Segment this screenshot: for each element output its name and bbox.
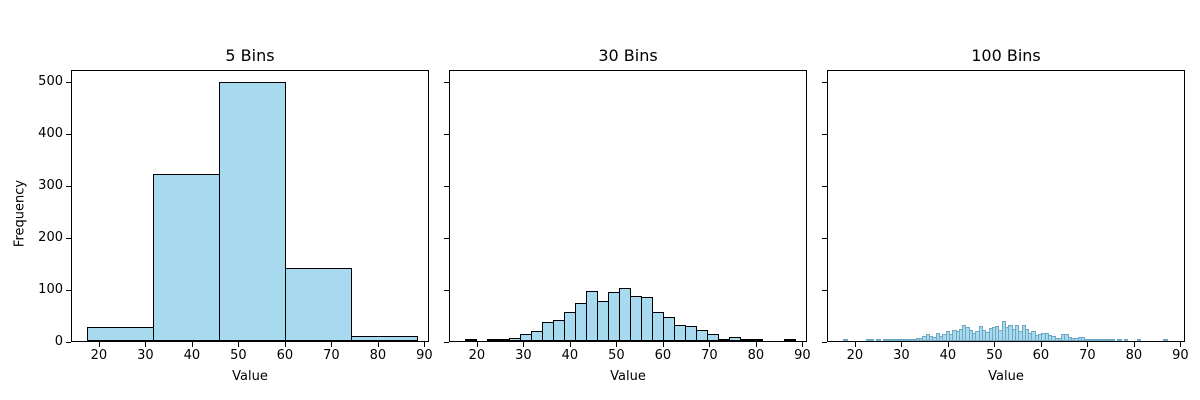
histogram-bar bbox=[869, 339, 874, 341]
x-tick-label: 50 bbox=[230, 348, 247, 363]
y-tick-label: 300 bbox=[38, 177, 63, 193]
chart-title: 5 Bins bbox=[225, 46, 275, 65]
y-tick bbox=[822, 342, 827, 343]
y-tick-label: 500 bbox=[38, 73, 63, 89]
x-tick-label: 60 bbox=[1032, 348, 1050, 363]
y-tick bbox=[66, 342, 71, 343]
plot-area bbox=[827, 70, 1185, 342]
x-axis-label: Value bbox=[610, 369, 646, 384]
x-tick-label: 80 bbox=[747, 348, 765, 363]
y-tick bbox=[444, 289, 449, 291]
x-tick-label: 30 bbox=[515, 348, 532, 363]
x-tick bbox=[1180, 342, 1182, 347]
histogram-bar bbox=[843, 339, 848, 341]
x-tick-label: 40 bbox=[939, 348, 957, 363]
x-tick bbox=[331, 342, 333, 347]
histogram-bar bbox=[1123, 339, 1129, 341]
histogram-bar bbox=[876, 339, 881, 341]
histogram-bar bbox=[784, 339, 797, 341]
y-tick-label: 400 bbox=[38, 125, 63, 141]
x-tick-label: 60 bbox=[654, 348, 672, 363]
y-tick bbox=[822, 133, 827, 135]
x-tick bbox=[424, 342, 426, 347]
histogram-bar bbox=[87, 327, 155, 341]
chart-title: 30 Bins bbox=[598, 46, 658, 65]
x-tick-label: 50 bbox=[608, 348, 625, 363]
x-tick-label: 80 bbox=[1125, 348, 1143, 363]
x-tick-label: 60 bbox=[276, 348, 294, 363]
x-tick-label: 30 bbox=[137, 348, 154, 363]
x-tick-label: 70 bbox=[701, 348, 718, 363]
x-tick-label: 30 bbox=[893, 348, 910, 363]
histogram-bar bbox=[219, 82, 287, 341]
histogram-bar bbox=[1137, 339, 1142, 341]
x-tick bbox=[476, 342, 478, 347]
x-tick bbox=[802, 342, 804, 347]
x-tick-label: 80 bbox=[369, 348, 387, 363]
plot-area bbox=[71, 70, 429, 342]
x-tick-label: 20 bbox=[846, 348, 864, 363]
y-tick bbox=[444, 185, 449, 187]
x-tick bbox=[709, 342, 711, 347]
x-tick bbox=[994, 342, 996, 347]
y-axis-label: Frequency bbox=[12, 179, 28, 248]
x-tick bbox=[1087, 342, 1089, 347]
y-tick bbox=[66, 237, 71, 239]
y-tick bbox=[444, 342, 449, 343]
y-tick bbox=[822, 289, 827, 291]
y-tick bbox=[66, 289, 71, 291]
x-tick-label: 90 bbox=[794, 348, 811, 363]
y-tick bbox=[822, 185, 827, 187]
y-tick-label: 200 bbox=[38, 229, 63, 245]
x-tick-label: 50 bbox=[986, 348, 1003, 363]
x-axis-label: Value bbox=[232, 369, 268, 384]
x-tick bbox=[854, 342, 856, 347]
x-tick-label: 40 bbox=[561, 348, 579, 363]
y-tick bbox=[66, 133, 71, 135]
histogram-bar bbox=[1117, 339, 1122, 341]
histogram-bar bbox=[1163, 339, 1168, 341]
x-tick bbox=[1040, 342, 1042, 347]
histogram-bar bbox=[153, 173, 221, 341]
x-tick bbox=[145, 342, 147, 347]
x-tick bbox=[569, 342, 571, 347]
x-tick-label: 40 bbox=[183, 348, 201, 363]
x-tick bbox=[901, 342, 903, 347]
x-tick bbox=[191, 342, 193, 347]
chart-title: 100 Bins bbox=[971, 46, 1041, 65]
y-tick bbox=[66, 81, 71, 83]
x-tick bbox=[755, 342, 757, 347]
y-tick bbox=[822, 81, 827, 83]
histogram-bar bbox=[285, 267, 353, 341]
x-tick bbox=[1133, 342, 1135, 347]
x-tick bbox=[947, 342, 949, 347]
x-tick-label: 70 bbox=[1079, 348, 1096, 363]
y-tick bbox=[444, 237, 449, 239]
x-tick bbox=[98, 342, 100, 347]
y-tick bbox=[444, 81, 449, 83]
x-tick bbox=[238, 342, 240, 347]
x-tick-label: 90 bbox=[1172, 348, 1189, 363]
x-tick bbox=[377, 342, 379, 347]
y-tick bbox=[66, 185, 71, 187]
x-axis-label: Value bbox=[988, 369, 1024, 384]
histogram-bar bbox=[707, 334, 720, 341]
histogram-bar bbox=[1110, 339, 1115, 341]
y-tick-label: 0 bbox=[54, 334, 63, 349]
x-tick bbox=[284, 342, 286, 347]
y-tick bbox=[444, 133, 449, 135]
histogram-bar bbox=[351, 336, 419, 341]
histogram-bar bbox=[465, 339, 478, 341]
x-tick-label: 90 bbox=[416, 348, 433, 363]
y-tick-label: 100 bbox=[38, 281, 63, 297]
x-tick bbox=[523, 342, 525, 347]
histogram-bar bbox=[751, 339, 764, 341]
x-tick bbox=[662, 342, 664, 347]
x-tick-label: 70 bbox=[323, 348, 340, 363]
y-tick bbox=[822, 237, 827, 239]
plot-area bbox=[449, 70, 807, 342]
x-tick bbox=[616, 342, 618, 347]
x-tick-label: 20 bbox=[90, 348, 108, 363]
x-tick-label: 20 bbox=[468, 348, 486, 363]
